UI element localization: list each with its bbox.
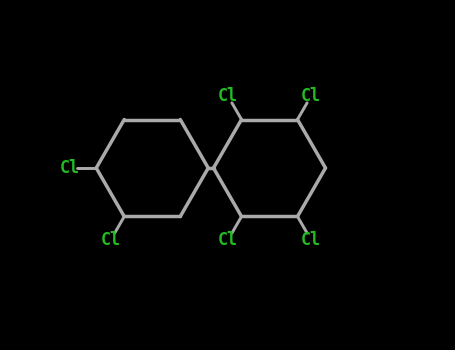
Text: Cl: Cl	[301, 87, 321, 105]
Text: Cl: Cl	[218, 231, 238, 249]
Text: Cl: Cl	[218, 87, 238, 105]
Text: Cl: Cl	[301, 231, 321, 249]
Text: Cl: Cl	[59, 159, 79, 177]
Text: Cl: Cl	[101, 231, 121, 249]
